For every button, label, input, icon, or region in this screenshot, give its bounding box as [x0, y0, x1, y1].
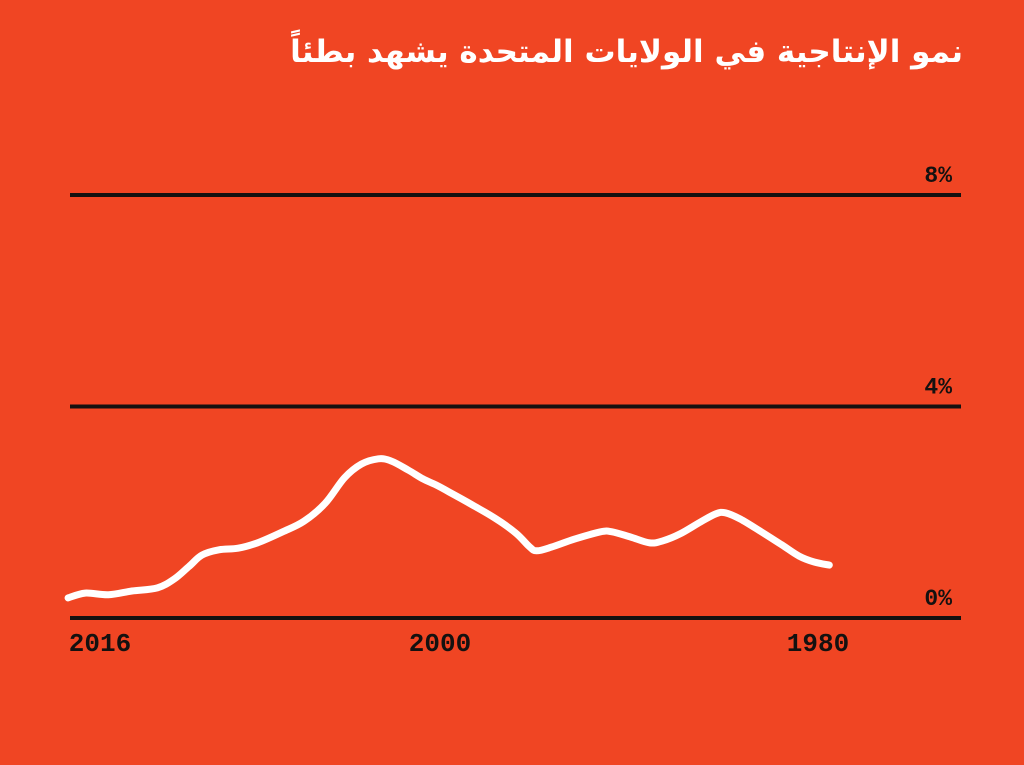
- y-tick-label-8: 8%: [924, 163, 952, 189]
- y-tick-label-0: 0%: [924, 586, 952, 612]
- x-tick-label-1980: 1980: [787, 629, 849, 659]
- productivity-growth-line: [64, 455, 833, 602]
- x-tick-label-2000: 2000: [409, 629, 471, 659]
- y-tick-label-4: 4%: [924, 375, 952, 401]
- x-tick-label-2016: 2016: [69, 629, 131, 659]
- chart-title: نمو الإنتاجية في الولايات المتحدة يشهد ب…: [290, 34, 963, 70]
